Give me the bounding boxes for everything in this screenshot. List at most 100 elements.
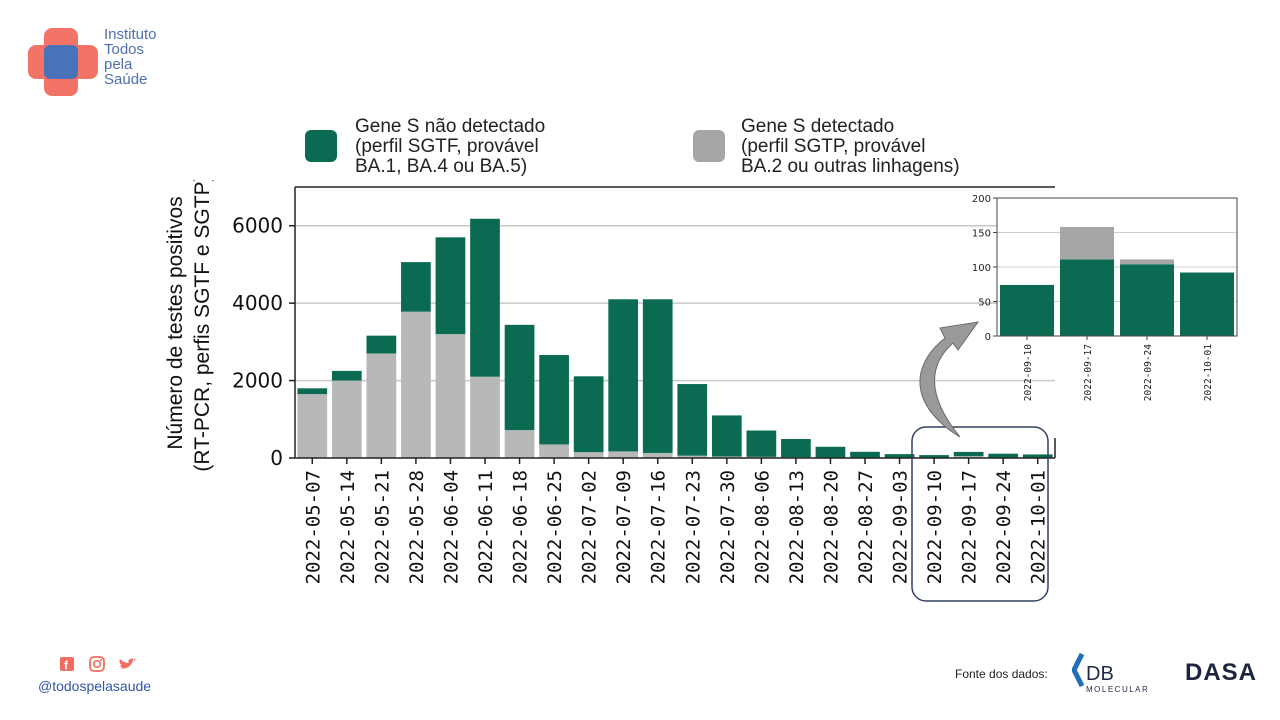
y-axis-label: Número de testes positivos <box>164 196 187 449</box>
legend-swatch-sgtp <box>693 130 725 162</box>
org-name-line: pela <box>104 56 133 73</box>
bar-segment-sgtp <box>504 430 535 458</box>
dasa-logo-text: DASA <box>1185 659 1257 684</box>
org-name-line: Todos <box>104 41 145 58</box>
y-tick-label: 2000 <box>232 369 283 393</box>
svg-text:f: f <box>64 659 69 673</box>
x-tick-label: 2022-06-04 <box>440 470 462 584</box>
inset-bar-segment-sgtp <box>1120 259 1174 265</box>
bar-segment-sgtf <box>401 262 431 312</box>
bar-segment-sgtp <box>642 452 673 458</box>
bar-segment-sgtf <box>470 218 500 377</box>
legend-line: BA.2 ou outras linhagens) <box>741 156 960 177</box>
inset-bar-segment-sgtf <box>1120 264 1174 336</box>
x-tick-label: 2022-09-17 <box>959 470 981 584</box>
bar-segment-sgtf <box>988 453 1019 458</box>
instagram-icon[interactable] <box>89 656 105 672</box>
db-logo-subtext: MOLECULAR <box>1086 685 1149 694</box>
inset-bar-segment-sgtf <box>1000 284 1054 336</box>
bar-segment-sgtp <box>711 456 742 458</box>
x-tick-label: 2022-08-06 <box>751 470 773 584</box>
x-tick-label: 2022-05-28 <box>406 470 428 584</box>
y-axis-label: (RT-PCR, perfis SGTF e SGTP) <box>191 180 214 472</box>
legend-line: (perfil SGTF, provável <box>355 136 539 157</box>
social-handle[interactable]: @todospelasaude <box>38 678 152 694</box>
inset-x-tick-label: 2022-10-01 <box>1203 344 1214 401</box>
bar-segment-sgtp <box>608 451 639 458</box>
x-tick-label: 2022-06-25 <box>544 470 566 584</box>
facebook-icon[interactable]: f <box>60 657 74 673</box>
bar-segment-sgtf <box>642 299 673 453</box>
bar-segment-sgtp <box>435 334 466 458</box>
bar-segment-sgtf <box>366 335 397 354</box>
bar-segment-sgtp <box>470 376 500 458</box>
x-tick-label: 2022-05-14 <box>337 470 359 584</box>
org-name-line: Saúde <box>104 71 148 88</box>
bar-segment-sgtp <box>366 353 397 458</box>
bar-segment-sgtf <box>573 376 604 453</box>
x-tick-label: 2022-09-03 <box>890 470 912 584</box>
x-tick-label: 2022-06-18 <box>510 470 532 584</box>
x-tick-label: 2022-09-24 <box>993 470 1015 584</box>
source-label: Fonte dos dados: <box>955 667 1048 681</box>
bar-segment-sgtf <box>331 370 362 381</box>
org-name: Instituto Todos pela Saúde <box>104 27 157 87</box>
bar-segment-sgtf <box>884 454 915 458</box>
legend-line: (perfil SGTP, provável <box>741 136 926 157</box>
twitter-icon[interactable] <box>119 658 136 669</box>
y-tick-label: 4000 <box>232 291 283 315</box>
legend-label-sgtf: Gene S não detectado (perfil SGTF, prová… <box>355 117 545 177</box>
legend-line: BA.1, BA.4 ou BA.5) <box>355 156 528 177</box>
inset-x-tick-label: 2022-09-17 <box>1083 344 1094 401</box>
bar-segment-sgtf <box>539 355 569 445</box>
x-tick-label: 2022-10-01 <box>1028 470 1050 584</box>
x-tick-label: 2022-07-16 <box>648 470 670 584</box>
inset-x-tick-label: 2022-09-10 <box>1023 344 1034 401</box>
bar-segment-sgtf <box>435 237 466 335</box>
bar-segment-sgtp <box>677 455 708 458</box>
x-tick-label: 2022-07-02 <box>579 470 601 584</box>
bar-segment-sgtp <box>331 380 362 458</box>
bar-segment-sgtp <box>539 444 569 458</box>
bar-segment-sgtp <box>297 394 328 458</box>
x-tick-label: 2022-08-13 <box>786 470 808 584</box>
dasa-logo: DASA <box>1185 659 1257 684</box>
org-name-line: Instituto <box>104 26 157 43</box>
x-tick-label: 2022-08-20 <box>820 470 842 584</box>
inset-bar-segment-sgtf <box>1180 272 1234 336</box>
bar-segment-sgtf <box>711 415 742 457</box>
ipts-logo <box>28 28 98 96</box>
bar-segment-sgtf <box>677 384 708 456</box>
bar-segment-sgtf <box>504 324 535 431</box>
bar-segment-sgtf <box>781 439 811 458</box>
bar-segment-sgtp <box>573 452 604 458</box>
inset-y-tick-label: 100 <box>972 263 991 274</box>
legend-line: Gene S detectado <box>741 116 895 137</box>
bar-segment-sgtf <box>850 451 880 458</box>
y-tick-label: 6000 <box>232 214 283 238</box>
legend-line: Gene S não detectado <box>355 116 546 137</box>
bar-segment-sgtf <box>953 451 984 457</box>
legend-swatch-sgtf <box>305 130 337 162</box>
bar-segment-sgtf <box>815 446 846 458</box>
inset-x-tick-label: 2022-09-24 <box>1143 344 1154 401</box>
db-molecular-logo: DB MOLECULAR <box>1072 652 1149 694</box>
x-tick-label: 2022-06-11 <box>475 470 497 584</box>
inset-y-tick-label: 150 <box>972 229 991 240</box>
bar-segment-sgtf <box>297 388 328 395</box>
x-tick-label: 2022-09-10 <box>924 470 946 584</box>
x-tick-label: 2022-07-09 <box>613 470 635 584</box>
bar-segment-sgtp <box>401 311 431 458</box>
x-tick-label: 2022-05-07 <box>302 470 324 584</box>
db-logo-text: DB <box>1086 663 1114 685</box>
y-tick-label: 0 <box>270 446 283 470</box>
legend-label-sgtp: Gene S detectado (perfil SGTP, provável … <box>741 117 960 177</box>
x-tick-label: 2022-05-21 <box>371 470 393 584</box>
inset-y-tick-label: 0 <box>985 332 991 343</box>
inset-bar-segment-sgtp <box>1060 226 1114 260</box>
inset-bar-segment-sgtf <box>1060 259 1114 336</box>
inset-y-tick-label: 200 <box>972 194 991 205</box>
x-tick-label: 2022-07-30 <box>717 470 739 584</box>
bar-segment-sgtf <box>746 430 777 457</box>
